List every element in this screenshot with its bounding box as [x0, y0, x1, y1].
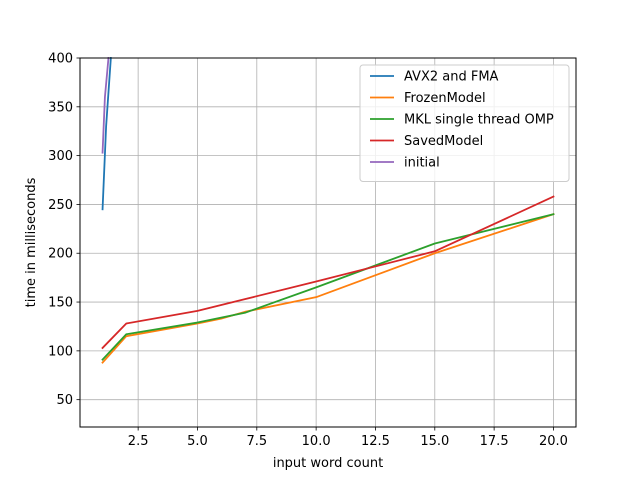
y-tick-label: 200	[48, 247, 73, 262]
x-axis-ticks: 2.5 5.0 7.5 10.0 12.5 15.0 17.5 20.0	[128, 427, 568, 449]
legend-label: SavedModel	[404, 134, 483, 149]
x-axis-label: input word count	[273, 456, 383, 471]
x-tick-label: 15.0	[420, 434, 449, 449]
series-line-savedmodel	[101, 195, 555, 350]
legend-label: initial	[404, 156, 440, 171]
y-tick-label: 300	[48, 149, 73, 164]
series-line-initial	[101, 57, 110, 154]
y-axis-label: time in milliseconds	[24, 177, 39, 307]
y-tick-label: 250	[48, 198, 73, 213]
x-tick-label: 2.5	[128, 434, 149, 449]
x-tick-label: 12.5	[361, 434, 390, 449]
x-tick-label: 20.0	[539, 434, 568, 449]
series-line-frozenmodel	[101, 213, 555, 364]
series-line-mkl-single-thread-omp	[101, 213, 555, 361]
x-tick-label: 10.0	[302, 434, 331, 449]
y-tick-label: 50	[56, 393, 73, 408]
series-line-avx2-and-fma	[101, 57, 112, 211]
legend: AVX2 and FMA FrozenModel MKL single thread…	[359, 64, 570, 182]
x-tick-label: 17.5	[480, 434, 509, 449]
y-axis-ticks: 50 100 150 200 250 300 350 400	[48, 52, 80, 408]
legend-label: MKL single thread OMP	[404, 113, 554, 128]
plot-frame	[79, 57, 577, 428]
series-lines	[101, 57, 555, 364]
y-tick-label: 150	[48, 296, 73, 311]
y-tick-label: 400	[48, 52, 73, 67]
y-tick-label: 350	[48, 100, 73, 115]
legend-box	[359, 64, 570, 182]
x-tick-label: 5.0	[187, 434, 208, 449]
y-tick-label: 100	[48, 344, 73, 359]
legend-label: FrozenModel	[404, 91, 486, 106]
legend-label: AVX2 and FMA	[404, 70, 499, 85]
x-tick-label: 7.5	[246, 434, 267, 449]
